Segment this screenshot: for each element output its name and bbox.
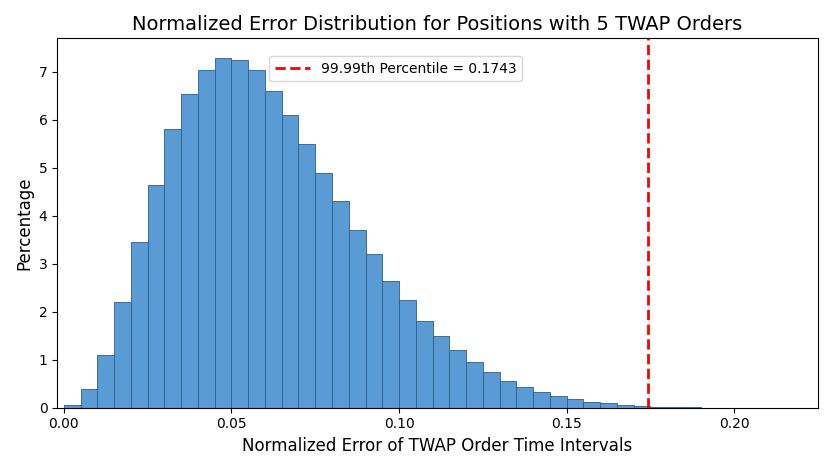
Bar: [550, 396, 566, 407]
Bar: [432, 336, 449, 407]
Bar: [181, 94, 198, 407]
Bar: [147, 185, 164, 407]
99.99th Percentile = 0.1743: [643, 357, 653, 362]
Bar: [298, 144, 315, 407]
Bar: [131, 242, 147, 407]
Y-axis label: Percentage: Percentage: [15, 176, 33, 270]
Bar: [500, 381, 516, 407]
Bar: [198, 70, 215, 407]
Bar: [81, 390, 97, 407]
Bar: [382, 281, 399, 407]
Bar: [583, 402, 600, 407]
Bar: [399, 300, 416, 407]
Bar: [215, 57, 232, 407]
Bar: [114, 302, 131, 407]
Title: Normalized Error Distribution for Positions with 5 TWAP Orders: Normalized Error Distribution for Positi…: [132, 15, 743, 34]
X-axis label: Normalized Error of TWAP Order Time Intervals: Normalized Error of TWAP Order Time Inte…: [242, 437, 633, 455]
Bar: [232, 60, 248, 407]
Bar: [449, 350, 466, 407]
Bar: [634, 406, 651, 407]
Bar: [366, 254, 382, 407]
Bar: [332, 202, 349, 407]
Bar: [265, 91, 282, 407]
Bar: [416, 321, 432, 407]
Bar: [97, 355, 114, 407]
Bar: [617, 405, 634, 407]
Bar: [164, 129, 181, 407]
Bar: [248, 70, 265, 407]
Bar: [315, 172, 332, 407]
Bar: [64, 405, 81, 407]
Bar: [516, 387, 533, 407]
Bar: [466, 362, 483, 407]
Bar: [533, 392, 550, 407]
99.99th Percentile = 0.1743: [643, 405, 653, 410]
Legend: 99.99th Percentile = 0.1743: 99.99th Percentile = 0.1743: [269, 56, 522, 81]
Bar: [483, 372, 500, 407]
Bar: [600, 403, 617, 407]
Bar: [349, 230, 366, 407]
Bar: [282, 115, 298, 407]
Bar: [566, 399, 583, 407]
